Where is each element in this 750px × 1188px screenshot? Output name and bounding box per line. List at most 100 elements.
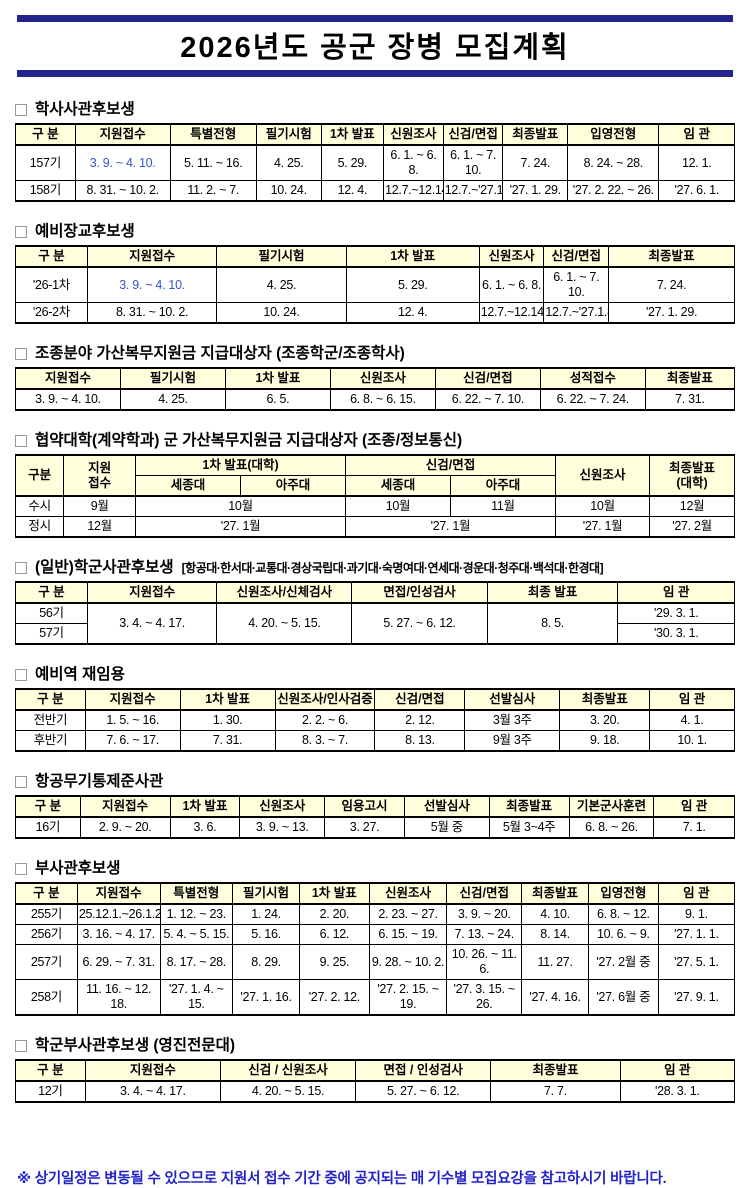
- column-header: 신검 / 신원조사: [219, 1059, 357, 1082]
- sections-container: 학사사관후보생 구 분 지원접수 특별전형 필기시험 1차 발표 신원조사 신검/면접 최종발표…: [14, 101, 736, 1103]
- table-body: '26-1차 3. 9. ~ 4. 10. 4. 25. 5. 29. 6. 1. ~ …: [15, 266, 735, 324]
- column-header: 신원조사: [239, 795, 326, 818]
- column-header: 신검/면접: [374, 688, 466, 711]
- schedule-table: 구 분 지원접수 신검 / 신원조사 면접 / 인성검사 최종발표 임 관 12기 3. 4.…: [15, 1059, 736, 1103]
- table-cell: 1. 24.: [232, 903, 300, 925]
- table-cell: 6. 1. ~ 6. 8.: [383, 144, 444, 181]
- table-cell: 1. 5. ~ 16.: [84, 709, 181, 731]
- table-row: 256기 3. 16. ~ 4. 17. 5. 4. ~ 5. 15. 5. 16. 6…: [15, 924, 736, 945]
- table-row: 12기 3. 4. ~ 4. 17. 4. 20. ~ 5. 15. 5. 27. ~…: [15, 1080, 736, 1103]
- table-cell: 8. 14.: [521, 924, 589, 945]
- column-header: 최종발표: [502, 123, 569, 146]
- table-row: 157기 3. 9. ~ 4. 10. 5. 11. ~ 16. 4. 25. 5. 2…: [15, 144, 735, 181]
- table-cell: '30. 3. 1.: [617, 623, 735, 645]
- column-header: 임 관: [653, 795, 735, 818]
- table-cell: '27. 2. 12.: [298, 979, 370, 1016]
- table-cell: 10. 24.: [255, 180, 322, 202]
- table-cell: 6. 15. ~ 19.: [368, 924, 448, 945]
- table-cell: '26-1차: [15, 266, 88, 303]
- table-cell: 3. 9. ~ 4. 10.: [86, 266, 218, 303]
- section-nco-candidates: 부사관후보생 구 분 지원접수 특별전형 필기시험 1차 발표 신원조사 신검/면접 최종발표 입…: [15, 860, 736, 1016]
- section-pilot-stipend-recipients: 조종분야 가산복무지원금 지급대상자 (조종학군/조종학사) 지원접수 필기시험 1차…: [15, 345, 736, 411]
- table-cell: '27. 1. 1.: [657, 924, 736, 945]
- table-cell: 4. 25.: [216, 266, 347, 303]
- table-cell: 6. 8. ~ 6. 15.: [329, 388, 436, 411]
- table-cell: 7. 1.: [653, 816, 735, 839]
- table-cell: 2. 2. ~ 6.: [274, 709, 376, 731]
- table-cell: 3. 4. ~ 4. 17.: [86, 602, 218, 645]
- checkbox-bullet-icon: [15, 104, 27, 116]
- column-header: 최종 발표: [486, 581, 619, 604]
- section-haksa-officer-candidates: 학사사관후보생 구 분 지원접수 특별전형 필기시험 1차 발표 신원조사 신검/면접 최종발표…: [15, 101, 735, 202]
- section-rotc-nco-candidates-yeungjin: 학군부사관후보생 (영진전문대) 구 분 지원접수 신검 / 신원조사 면접 / 인성검…: [15, 1037, 736, 1103]
- table-cell: 7. 7.: [490, 1080, 621, 1103]
- table-cell: 1. 30.: [179, 709, 276, 731]
- section-general-rotc-candidates: (일반)학군사관후보생 [항공대·한서대·교통대·경상국립대·과기대·숙명여대·연…: [15, 559, 735, 645]
- column-header: 필기시험: [232, 882, 300, 905]
- checkbox-bullet-icon: [15, 669, 27, 681]
- column-header: 지원접수: [86, 245, 218, 268]
- column-header: 지원접수: [86, 581, 218, 604]
- table-row: 258기 11. 16. ~ 12. 18. '27. 1. 4. ~ 15. '27…: [15, 979, 736, 1016]
- table-header: 구 분 지원접수 1차 발표 신원조사/인사검증 신검/면접 선발심사 최종발표 임 관: [15, 688, 735, 711]
- table-cell: '27. 2. 15. ~ 19.: [368, 979, 448, 1016]
- column-header: 1차 발표: [224, 367, 331, 390]
- column-header: 임 관: [619, 1059, 736, 1082]
- table-cell: 12.7.~'27.1.8.: [442, 180, 504, 202]
- table-cell: '26-2차: [15, 302, 88, 324]
- table-cell: 3. 9. ~ 4. 10.: [15, 388, 121, 411]
- table-cell: 5. 16.: [232, 924, 300, 945]
- table-body: 12기 3. 4. ~ 4. 17. 4. 20. ~ 5. 15. 5. 27. ~…: [15, 1080, 736, 1103]
- table-row: 257기 6. 29. ~ 7. 31. 8. 17. ~ 28. 8. 29. 9. …: [15, 944, 736, 980]
- table-row: 수시 9월 10월 10월 11월 10월 12월: [14, 495, 735, 517]
- column-header: 선발심사: [464, 688, 561, 711]
- table-cell: '27. 1월: [345, 516, 556, 538]
- table-cell: 12월: [649, 495, 735, 517]
- column-header: 지원 접수: [63, 454, 137, 497]
- page-title: 2026년도 공군 장병 모집계획: [180, 32, 570, 64]
- table-cell: 6. 12.: [298, 924, 370, 945]
- table-row: 3. 9. ~ 4. 10. 4. 25. 6. 5. 6. 8. ~ 6. 15. 6…: [15, 388, 736, 411]
- schedule-table: 구분 지원 접수 1차 발표(대학) 신검/면접 신원조사 최종발표 (대학) 세종대 아주대…: [14, 454, 735, 538]
- section-heading-label: 협약대학(계약학과) 군 가산복무지원금 지급대상자 (조종/정보통신): [35, 432, 463, 449]
- table-cell: 2. 23. ~ 27.: [368, 903, 448, 925]
- table-cell: '27. 1. 4. ~ 15.: [159, 979, 234, 1016]
- table-cell: '27. 9. 1.: [657, 979, 736, 1016]
- section-heading: 학사사관후보생: [15, 101, 735, 119]
- page-title-box: 2026년도 공군 장병 모집계획: [17, 15, 733, 77]
- table-body: 16기 2. 9. ~ 20. 3. 6. 3. 9. ~ 13. 3. 27. 5월 중…: [15, 816, 735, 839]
- column-header: 지원접수: [76, 882, 161, 905]
- table-cell: 8. 3. ~ 7.: [274, 730, 376, 752]
- table-cell: 4. 10.: [521, 903, 589, 925]
- table-cell: 12.7.~'27.1.8.: [543, 302, 610, 324]
- section-heading-label: 학군부사관후보생 (영진전문대): [35, 1037, 236, 1054]
- table-body: 255기 25.12.1.~26.1.2. 1. 12. ~ 23. 1. 24. 2.…: [15, 903, 736, 1016]
- checkbox-bullet-icon: [15, 348, 27, 360]
- column-header: 신원조사: [368, 882, 448, 905]
- table-cell: 12. 1.: [658, 144, 735, 181]
- table-cell: 57기: [15, 623, 88, 645]
- checkbox-bullet-icon: [15, 863, 27, 875]
- table-cell: 8. 17. ~ 28.: [159, 944, 234, 980]
- column-header: 1차 발표: [320, 123, 385, 146]
- table-cell: '27. 1. 29.: [502, 180, 569, 202]
- section-heading: 항공무기통제준사관: [15, 773, 735, 791]
- table-header: 구 분 지원접수 1차 발표 신원조사 임용고시 선발심사 최종발표 기본군사훈련 임 관: [15, 795, 735, 818]
- table-cell: 후반기: [15, 730, 86, 752]
- table-row: 16기 2. 9. ~ 20. 3. 6. 3. 9. ~ 13. 3. 27. 5월 중…: [15, 816, 735, 839]
- section-heading: 학군부사관후보생 (영진전문대): [15, 1037, 735, 1055]
- column-header: 구분: [14, 454, 65, 497]
- table-cell: 4. 25.: [255, 144, 322, 181]
- table-cell: 12.7.~12.14.: [383, 180, 444, 202]
- column-header: 아주대: [449, 475, 556, 497]
- column-header: 필기시험: [255, 123, 322, 146]
- section-heading-label: 학사사관후보생: [35, 101, 135, 118]
- column-header: 1차 발표: [345, 245, 480, 268]
- table-cell: '27. 5. 1.: [657, 944, 736, 980]
- table-cell: 6. 1. ~ 7. 10.: [543, 266, 610, 303]
- column-header: 임 관: [617, 581, 735, 604]
- column-header: 구 분: [15, 795, 81, 818]
- table-cell: 7. 31.: [179, 730, 276, 752]
